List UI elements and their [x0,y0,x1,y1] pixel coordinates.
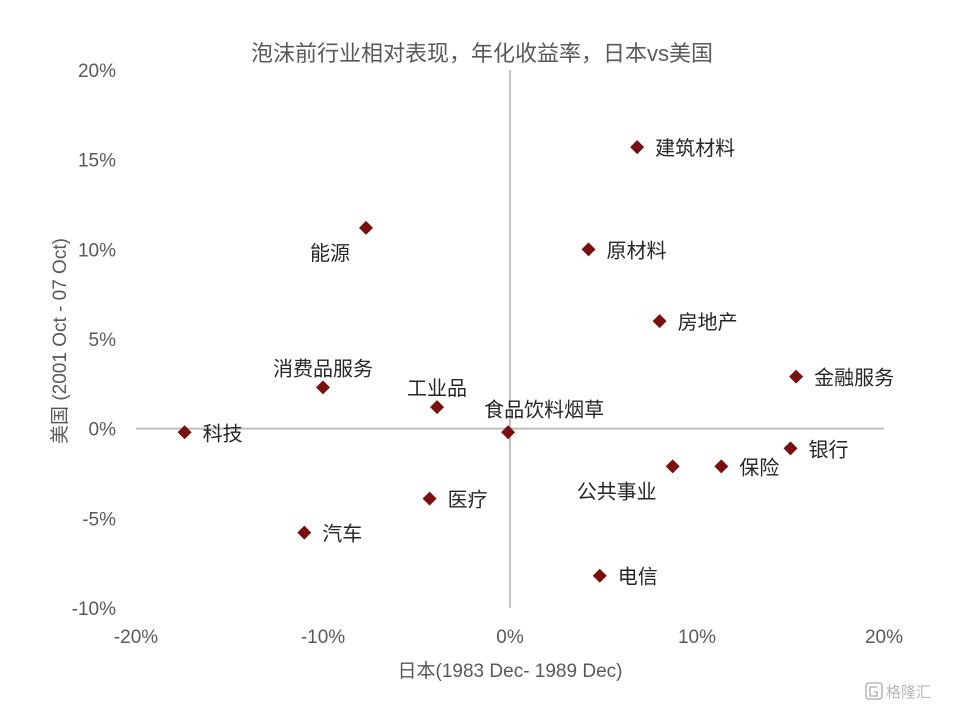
y-tick-label: -5% [82,509,116,530]
data-point-marker [630,140,645,155]
gelonghui-logo-icon [865,682,883,700]
point-label: 房地产 [678,311,738,334]
y-tick-labels: -10% -5% 0% 5% 10% 15% 20% [72,61,116,620]
x-tick-label: 20% [865,627,903,648]
data-point-marker [789,369,804,384]
x-axis-title: 日本(1983 Dec- 1989 Dec) [398,660,623,682]
y-tick-label: -10% [72,599,116,620]
data-point-marker [297,525,312,540]
data-point-marker [177,425,192,440]
x-tick-labels: -20% -10% 0% 10% 20% [114,627,903,648]
data-point-marker [422,491,437,506]
axes [136,70,884,608]
point-label: 电信 [618,566,658,589]
y-tick-label: 5% [89,330,117,351]
data-point-marker [714,459,729,474]
data-points [177,140,804,583]
x-tick-label: 0% [496,627,524,648]
data-point-marker [430,400,445,415]
chart-title: 泡沫前行业相对表现，年化收益率，日本vs美国 [251,41,713,66]
data-point-marker [783,441,798,456]
point-label: 公共事业 [577,480,657,503]
y-tick-label: 20% [78,61,116,82]
point-label: 医疗 [448,489,488,512]
data-point-marker [652,314,667,329]
point-label: 食品饮料烟草 [484,398,604,421]
data-point-marker [359,220,374,235]
data-point-marker [501,425,516,440]
point-label: 消费品服务 [273,357,373,380]
point-label: 科技 [203,422,243,445]
x-tick-label: -20% [114,627,158,648]
point-label: 银行 [809,438,849,461]
point-label: 汽车 [322,523,362,546]
x-tick-label: 10% [678,627,716,648]
data-point-marker [581,242,596,257]
point-label: 建筑材料 [655,137,735,160]
y-tick-label: 0% [89,420,117,441]
point-label: 工业品 [407,377,467,400]
point-label: 保险 [739,456,779,479]
y-tick-label: 10% [78,240,116,261]
point-label: 金融服务 [814,367,894,390]
watermark-text: 格隆汇 [886,684,931,701]
x-tick-label: -10% [301,627,345,648]
watermark: 格隆汇 [865,682,931,701]
point-label: 原材料 [607,239,667,262]
data-point-marker [316,380,330,395]
data-point-marker [592,568,607,583]
y-tick-label: 15% [78,151,116,172]
point-label: 能源 [310,242,350,265]
y-axis-title: 美国 (2001 Oct - 07 Oct) [49,238,71,444]
data-point-marker [665,459,680,474]
